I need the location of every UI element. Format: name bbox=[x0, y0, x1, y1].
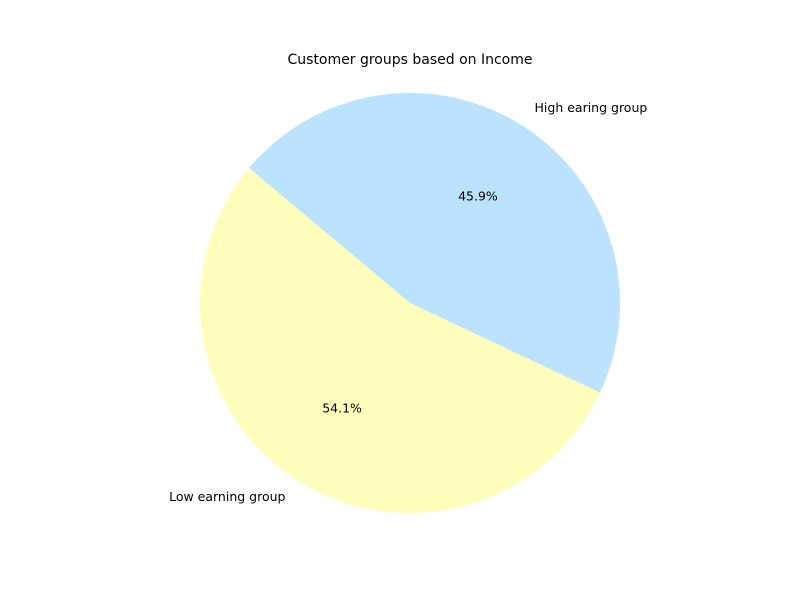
pie-pct-label-high-earing-group: 45.9% bbox=[458, 188, 498, 203]
chart-title: Customer groups based on Income bbox=[288, 52, 533, 68]
pie-category-label-low-earning-group: Low earning group bbox=[169, 489, 285, 504]
pie-slice-high-earing-group bbox=[249, 92, 621, 393]
pie-slices bbox=[200, 92, 621, 513]
pie-pct-label-low-earning-group: 54.1% bbox=[322, 401, 362, 416]
pie-slice-low-earning-group bbox=[200, 168, 600, 513]
pie-category-label-high-earing-group: High earing group bbox=[535, 100, 648, 115]
pie-labels: 54.1% Low earning group 45.9% High earing g… bbox=[169, 100, 647, 504]
